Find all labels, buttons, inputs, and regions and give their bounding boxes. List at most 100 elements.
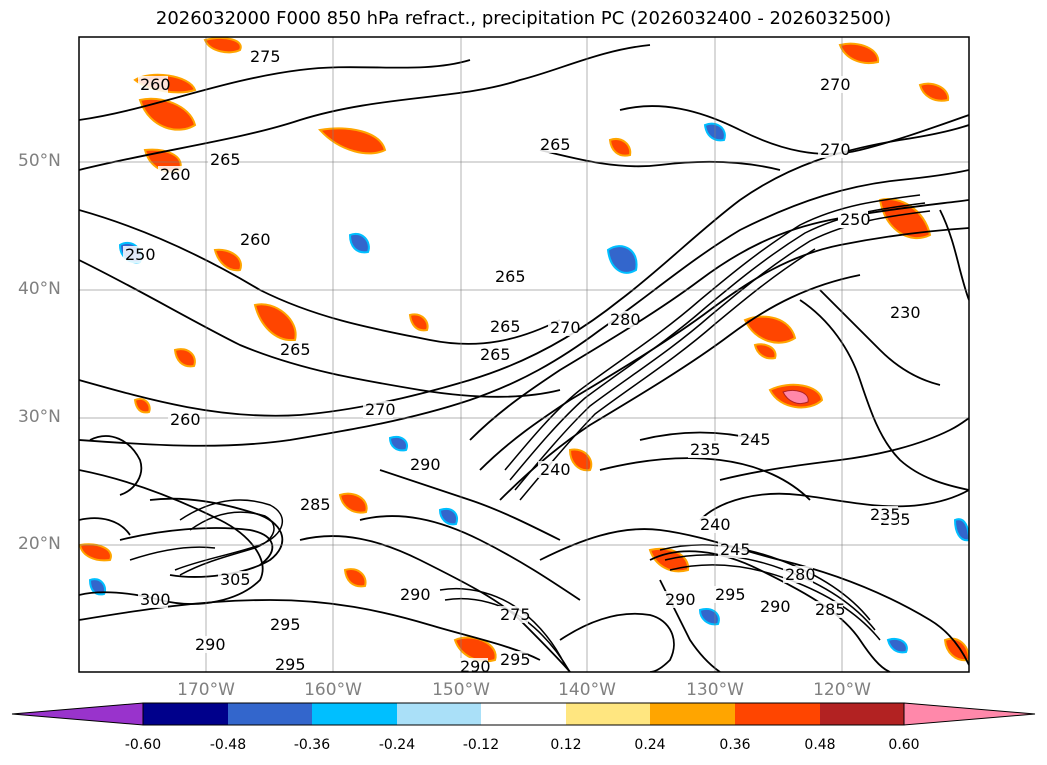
contour-label: 270	[365, 400, 396, 419]
contour-label: 260	[240, 230, 271, 249]
contour-label: 275	[250, 47, 281, 66]
contour-label: 265	[490, 317, 521, 336]
contour-label: 270	[550, 318, 581, 337]
lat-label-40n: 40°N	[18, 279, 61, 299]
lon-label-120w: 120°W	[813, 680, 871, 700]
precip-shading	[79, 37, 969, 663]
colorbar-segment	[397, 703, 481, 725]
contour-label: 240	[700, 515, 731, 534]
contour-label: 270	[820, 75, 851, 94]
contour-label: 260	[160, 165, 191, 184]
contour-label: 275	[500, 605, 531, 624]
contour-label-bg	[488, 318, 518, 335]
contour-label: 290	[460, 657, 491, 676]
contour-label-bg	[238, 231, 268, 248]
contour-label: 250	[125, 245, 156, 264]
colorbar-frame	[142, 702, 905, 726]
contour-label-bg	[663, 591, 693, 608]
contour-label-bg	[158, 166, 188, 183]
colorbar-segment	[312, 703, 397, 725]
contour-label-bg	[493, 268, 523, 285]
contour-label-bg	[398, 586, 428, 603]
contour-label-bg	[868, 506, 898, 523]
contour-label-bg	[278, 341, 308, 358]
contour-label-bg	[538, 461, 568, 478]
contour-label: 290	[760, 597, 791, 616]
colorbar-tick: 0.24	[634, 737, 666, 753]
contour-label-bg	[478, 346, 508, 363]
contour-label-bg	[273, 656, 303, 672]
contour-label: 235	[870, 505, 901, 524]
contour-label: 240	[540, 460, 571, 479]
map-frame	[78, 36, 970, 673]
contour-label-bg	[498, 606, 528, 623]
contour-label-bg	[718, 541, 748, 558]
contour-label-bg	[813, 601, 843, 618]
contour-label-bg	[888, 304, 918, 321]
lat-label-50n: 50°N	[18, 151, 61, 171]
contour-label-bg	[608, 311, 638, 328]
contour-label-bg	[758, 598, 788, 615]
colorbar-tick: -0.36	[293, 737, 331, 753]
contour-label: 260	[170, 410, 201, 429]
colorbar-segment	[566, 703, 650, 725]
contour-label-bg	[783, 566, 813, 583]
map-title: 2026032000 F000 850 hPa refract., precip…	[155, 8, 892, 29]
contour-label-bg	[818, 76, 848, 93]
contour-label: 295	[500, 650, 531, 669]
contour-label: 235	[690, 440, 721, 459]
colorbar-tick: -0.60	[124, 737, 162, 753]
contour-label: 250	[840, 210, 871, 229]
contour-label-bg	[498, 651, 528, 668]
contour-label-bg	[193, 636, 223, 653]
contour-label-bg	[248, 48, 278, 65]
colorbar-tick: 0.60	[888, 737, 920, 753]
colorbar-segment	[481, 703, 566, 725]
colorbar-tick: 0.12	[550, 737, 582, 753]
contour-label: 265	[480, 345, 511, 364]
contour-label-bg	[713, 586, 743, 603]
contour-label: 280	[785, 565, 816, 584]
contour-label: 260	[140, 75, 171, 94]
contour-label-bg	[688, 441, 718, 458]
contour-label: 295	[715, 585, 746, 604]
contour-labels: 275 260 265 260 265 260 250 260 250 265 265 270 280 2…	[123, 47, 921, 676]
colorbar-segment	[228, 703, 312, 725]
colorbar-tick: -0.48	[209, 737, 247, 753]
colorbar-tick: -0.24	[378, 737, 416, 753]
contour-label: 280	[610, 310, 641, 329]
contour-label: 285	[300, 495, 331, 514]
contour-label-bg	[538, 136, 568, 153]
lat-label-30n: 30°N	[18, 407, 61, 427]
contour-label: 290	[400, 585, 431, 604]
contour-label-bg	[458, 658, 488, 672]
contour-label-bg	[548, 319, 578, 336]
contour-label: 245	[720, 540, 751, 559]
contour-label: 290	[665, 590, 696, 609]
contour-label: 230	[890, 303, 921, 322]
colorbar-tick: 0.36	[719, 737, 751, 753]
contour-label-bg	[838, 211, 868, 228]
colorbar-segment	[735, 703, 820, 725]
contour-label: 285	[815, 600, 846, 619]
contour-label-bg	[138, 76, 168, 93]
colorbar-segment	[143, 703, 228, 725]
contour-label: 295	[270, 615, 301, 634]
contour-label: 300	[140, 590, 171, 609]
contour-label-bg	[123, 246, 153, 263]
contour-label: 305	[220, 570, 251, 589]
contour-label: 265	[540, 135, 571, 154]
contour-label-bg	[298, 496, 328, 513]
contour-label: 265	[495, 267, 526, 286]
contour-label-bg	[218, 571, 248, 588]
lon-label-160w: 160°W	[304, 680, 362, 700]
lon-label-170w: 170°W	[177, 680, 235, 700]
lon-label-140w: 140°W	[558, 680, 616, 700]
lon-label-130w: 130°W	[686, 680, 744, 700]
contour-label-bg	[268, 616, 298, 633]
contour-label: 245	[740, 430, 771, 449]
colorbar-extend-low	[11, 702, 144, 726]
contour-label-bg	[408, 456, 438, 473]
